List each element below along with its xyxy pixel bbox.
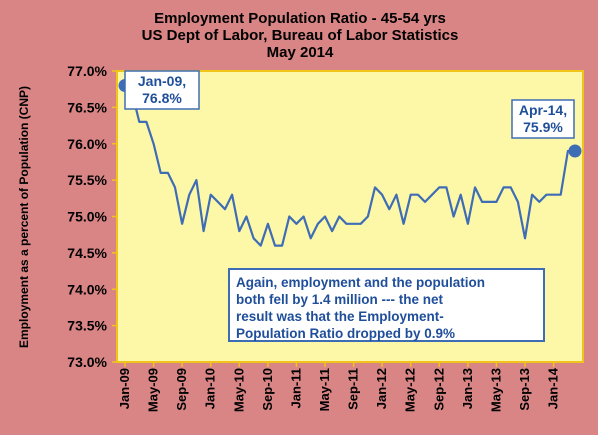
y-tick-label: 73.5%: [67, 318, 107, 334]
highlight-point: [568, 144, 582, 158]
chart-subtitle-line-1: US Dept of Labor, Bureau of Labor Statis…: [142, 27, 459, 44]
x-axis-ticks: Jan-09 May-09 Sep-09 Jan-10 May-10 Sep-10 Jan-…: [117, 362, 561, 412]
y-tick-label: 75.5%: [67, 172, 107, 188]
x-tick-label: May-12: [403, 368, 418, 412]
annotation-label: 76.8%: [142, 90, 182, 106]
annotation-label: Apr-14,: [519, 102, 567, 118]
x-tick-label: Jan-12: [374, 368, 389, 409]
x-tick-label: Sep-09: [174, 368, 189, 411]
x-tick-label: Jan-10: [203, 368, 218, 409]
x-tick-label: May-10: [231, 368, 246, 412]
series-line: [124, 84, 575, 247]
y-axis-label: Employment as a percent of Population (C…: [17, 86, 31, 348]
x-tick-label: Jan-13: [460, 368, 475, 409]
annotation-box: [511, 99, 575, 139]
y-tick-label: 77.0%: [67, 63, 107, 79]
y-tick-label: 75.0%: [67, 209, 107, 225]
x-tick-label: Sep-12: [431, 368, 446, 411]
x-tick-label: May-11: [317, 368, 332, 411]
callout-line-1: Again, employment and the population: [236, 275, 486, 290]
point-annotations: Jan-09,76.8% Apr-14,75.9%: [118, 70, 582, 158]
annotation-label: Jan-09,: [138, 73, 186, 89]
y-axis-ticks: 73.0% 73.5% 74.0% 74.5% 75.0% 75.5% 76.0% 76.5%…: [67, 63, 117, 370]
callout-line-3: result was that the Employment-: [236, 309, 444, 324]
y-tick-label: 76.0%: [67, 136, 107, 152]
y-tick-label: 76.5%: [67, 99, 107, 115]
callout-line-4: Population Ratio dropped by 0.9%: [236, 326, 456, 341]
x-tick-label: Sep-11: [346, 368, 361, 410]
x-tick-label: May-09: [146, 368, 161, 412]
y-tick-label: 74.5%: [67, 245, 107, 261]
y-tick-label: 73.0%: [67, 354, 107, 370]
x-tick-label: Jan-09: [117, 368, 132, 409]
chart-subtitle-line-2: May 2014: [267, 44, 334, 61]
chart-title: Employment Population Ratio - 45-54 yrs: [154, 10, 446, 27]
callout-line-2: both fell by 1.4 million --- the net: [236, 292, 444, 307]
annotation-label: 75.9%: [523, 119, 563, 135]
x-tick-label: Jan-14: [546, 367, 561, 409]
y-tick-label: 74.0%: [67, 281, 107, 297]
x-tick-label: Sep-10: [260, 368, 275, 411]
x-tick-label: May-13: [488, 368, 503, 412]
annotation-box: [124, 70, 200, 110]
x-tick-label: Sep-13: [517, 368, 532, 411]
x-tick-label: Jan-11: [288, 368, 303, 408]
callout-note: Again, employment and the population bot…: [228, 268, 545, 342]
